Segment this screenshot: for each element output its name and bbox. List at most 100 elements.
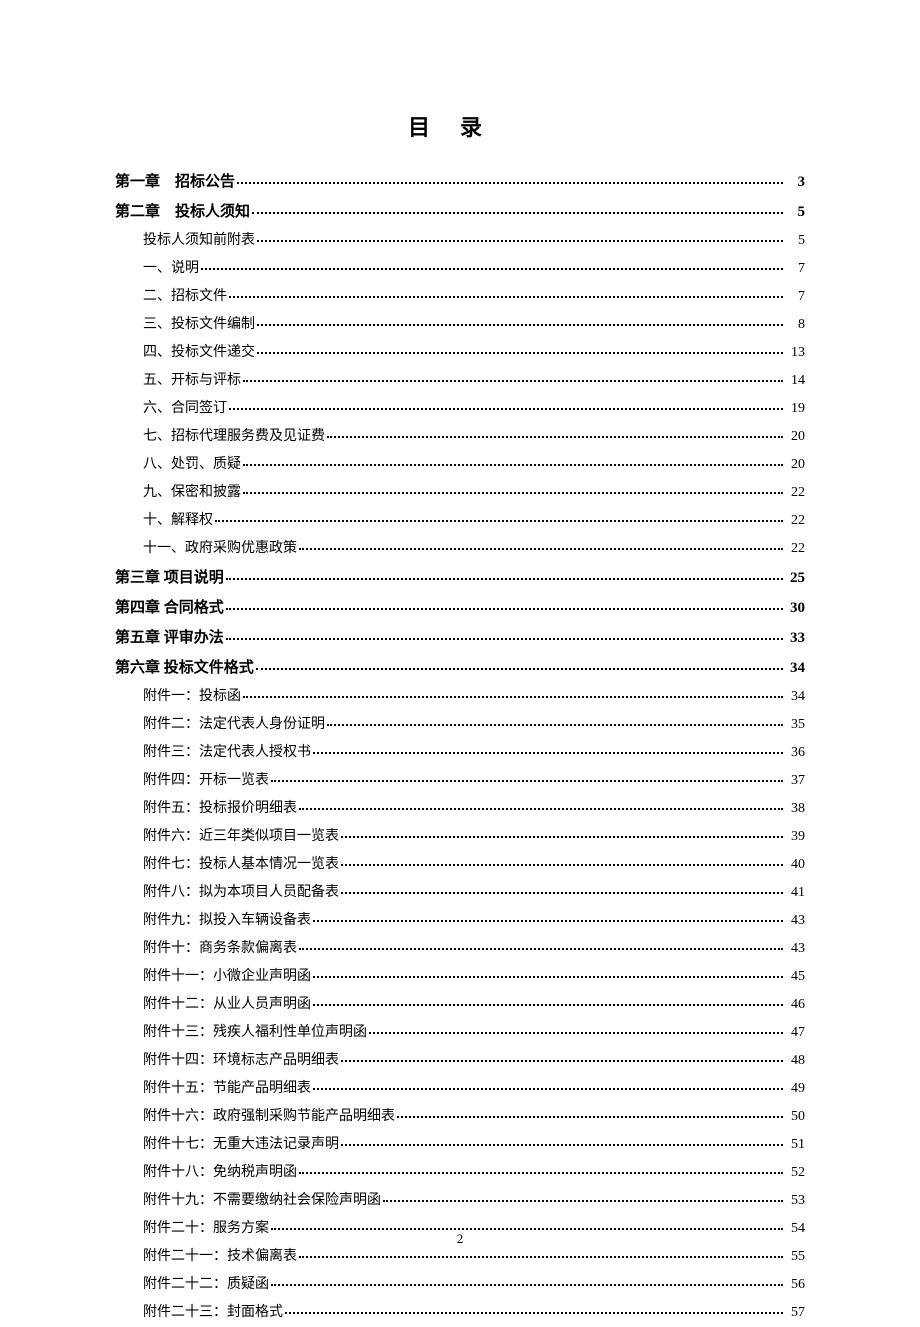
toc-entry-page: 14 [785,367,805,395]
toc-dots-leader [299,948,783,950]
toc-entry: 附件四：开标一览表 37 [143,767,805,795]
toc-entry: 三、投标文件编制 8 [143,311,805,339]
toc-entry-page: 33 [785,623,805,653]
toc-entry-page: 40 [785,851,805,879]
toc-entry-label: 第一章 招标公告 [115,167,235,197]
toc-entry-page: 57 [785,1299,805,1327]
toc-dots-leader [299,1256,783,1258]
toc-dots-leader [237,182,783,184]
toc-entry-page: 47 [785,1019,805,1047]
toc-entry-label: 一、说明 [143,255,199,283]
toc-entry-page: 7 [785,283,805,311]
page-number: 2 [0,1231,920,1247]
toc-entry-label: 附件十：商务条款偏离表 [143,935,297,963]
toc-title: 目录 [115,110,805,142]
toc-entry-label: 附件二十三：封面格式 [143,1299,283,1327]
toc-entry: 第二章 投标人须知5 [115,197,805,227]
toc-dots-leader [313,1004,783,1006]
toc-entry-page: 36 [785,739,805,767]
toc-container: 第一章 招标公告3第二章 投标人须知5投标人须知前附表5一、说明7二、招标文件7… [115,167,805,1327]
toc-entry-page: 55 [785,1243,805,1271]
toc-entry-label: 八、处罚、质疑 [143,451,241,479]
toc-entry-page: 30 [785,593,805,623]
toc-entry-label: 四、投标文件递交 [143,339,255,367]
toc-dots-leader [341,836,783,838]
toc-entry-label: 附件四：开标一览表 [143,767,269,795]
toc-entry-label: 第三章 项目说明 [115,563,224,593]
toc-entry: 二、招标文件 7 [143,283,805,311]
toc-entry: 十、解释权22 [143,507,805,535]
toc-entry: 附件一：投标函 34 [143,683,805,711]
toc-entry-label: 附件九：拟投入车辆设备表 [143,907,311,935]
toc-entry: 八、处罚、质疑20 [143,451,805,479]
toc-entry: 附件十四：环境标志产品明细表48 [143,1047,805,1075]
toc-entry-page: 34 [785,653,805,683]
toc-dots-leader [243,464,783,466]
toc-entry: 七、招标代理服务费及见证费20 [143,423,805,451]
toc-entry-page: 13 [785,339,805,367]
toc-dots-leader [229,408,783,410]
toc-entry: 五、开标与评标14 [143,367,805,395]
toc-dots-leader [299,1172,783,1174]
toc-entry: 附件二十三：封面格式 57 [143,1299,805,1327]
toc-entry: 附件十一：小微企业声明函45 [143,963,805,991]
toc-entry: 附件五：投标报价明细表38 [143,795,805,823]
toc-entry-page: 25 [785,563,805,593]
toc-entry-label: 九、保密和披露 [143,479,241,507]
toc-dots-leader [341,892,783,894]
toc-entry-page: 53 [785,1187,805,1215]
toc-dots-leader [341,1144,783,1146]
toc-dots-leader [243,696,783,698]
toc-entry-label: 附件一：投标函 [143,683,241,711]
toc-dots-leader [299,548,783,550]
toc-entry-page: 3 [785,167,805,197]
toc-entry-page: 49 [785,1075,805,1103]
toc-entry: 第一章 招标公告 3 [115,167,805,197]
toc-entry-page: 8 [785,311,805,339]
toc-entry-label: 附件二十一：技术偏离表 [143,1243,297,1271]
toc-dots-leader [313,976,783,978]
toc-entry-page: 20 [785,423,805,451]
toc-entry-page: 39 [785,823,805,851]
toc-entry: 附件十六：政府强制采购节能产品明细表50 [143,1103,805,1131]
toc-entry-page: 52 [785,1159,805,1187]
toc-entry-page: 37 [785,767,805,795]
toc-dots-leader [226,578,783,580]
toc-entry: 附件十：商务条款偏离表 43 [143,935,805,963]
toc-entry-label: 附件六：近三年类似项目一览表 [143,823,339,851]
toc-entry: 附件八：拟为本项目人员配备表41 [143,879,805,907]
toc-entry: 附件十七：无重大违法记录声明51 [143,1131,805,1159]
toc-entry-page: 45 [785,963,805,991]
toc-entry: 第四章 合同格式30 [115,593,805,623]
toc-entry-page: 56 [785,1271,805,1299]
toc-entry: 附件十九：不需要缴纳社会保险声明函 53 [143,1187,805,1215]
toc-entry-label: 附件十九：不需要缴纳社会保险声明函 [143,1187,381,1215]
toc-entry-label: 第五章 评审办法 [115,623,224,653]
toc-dots-leader [215,520,783,522]
toc-entry-label: 附件二十二：质疑函 [143,1271,269,1299]
toc-dots-leader [383,1200,783,1202]
toc-entry-label: 附件二：法定代表人身份证明 [143,711,325,739]
toc-dots-leader [313,752,783,754]
toc-dots-leader [327,436,783,438]
toc-dots-leader [257,240,783,242]
toc-entry-label: 附件三：法定代表人授权书 [143,739,311,767]
toc-entry: 附件十五：节能产品明细表49 [143,1075,805,1103]
toc-entry-label: 三、投标文件编制 [143,311,255,339]
toc-dots-leader [243,492,783,494]
toc-entry-label: 第六章 投标文件格式 [115,653,254,683]
toc-entry-label: 二、招标文件 [143,283,227,311]
toc-dots-leader [271,780,783,782]
toc-entry-page: 34 [785,683,805,711]
toc-entry-label: 六、合同签订 [143,395,227,423]
toc-dots-leader [299,808,783,810]
toc-entry: 附件十三：残疾人福利性单位声明函47 [143,1019,805,1047]
toc-entry-page: 41 [785,879,805,907]
toc-entry: 附件九：拟投入车辆设备表43 [143,907,805,935]
toc-entry: 附件二：法定代表人身份证明35 [143,711,805,739]
toc-dots-leader [341,864,783,866]
toc-entry-label: 十、解释权 [143,507,213,535]
toc-dots-leader [271,1284,783,1286]
toc-entry-page: 22 [785,535,805,563]
toc-entry-page: 43 [785,935,805,963]
